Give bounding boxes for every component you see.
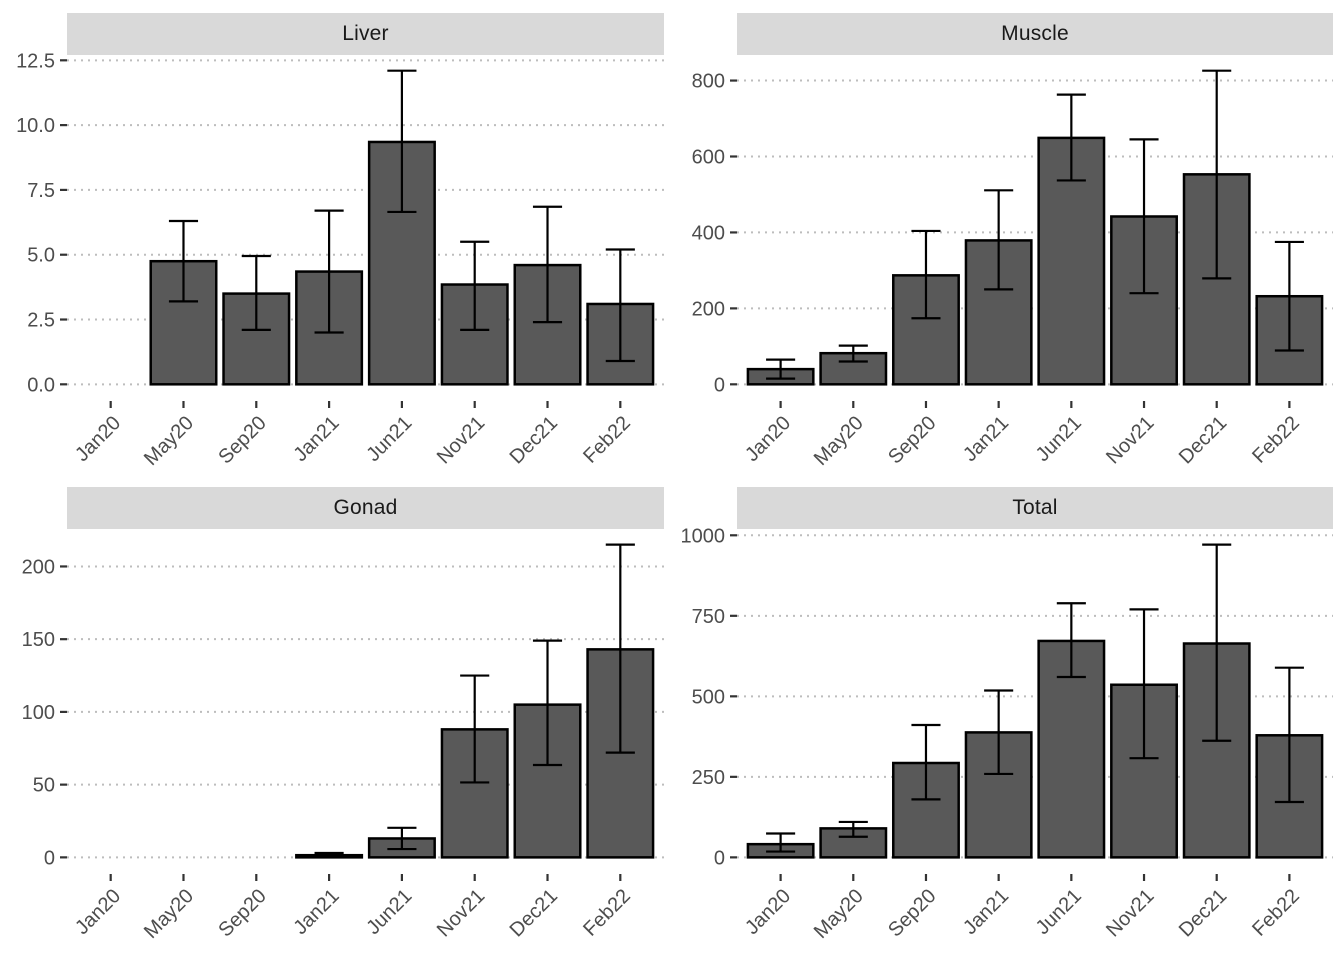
y-tick-label: 750 xyxy=(692,606,725,628)
x-tick-label: Nov21 xyxy=(1102,412,1158,468)
y-tick-label: 0 xyxy=(714,374,725,396)
x-tick-label: Jun21 xyxy=(1032,885,1086,939)
x-tick-label: Jan21 xyxy=(959,885,1013,939)
facet-title-gonad: Gonad xyxy=(333,496,398,519)
x-tick-label: May20 xyxy=(140,885,198,943)
x-tick-label: Dec21 xyxy=(1175,412,1231,468)
x-tick-label: Feb22 xyxy=(1248,412,1304,468)
x-tick-label: Jan21 xyxy=(959,412,1013,466)
y-tick-label: 250 xyxy=(692,767,725,789)
y-tick-label: 150 xyxy=(22,629,55,651)
x-tick-label: Jan20 xyxy=(71,412,125,466)
x-tick-label: Feb22 xyxy=(579,412,635,468)
x-tick-label: Sep20 xyxy=(214,885,270,941)
y-tick-label: 500 xyxy=(692,686,725,708)
x-tick-label: Jun21 xyxy=(362,412,416,466)
x-tick-label: Nov21 xyxy=(433,412,489,468)
x-tick-label: Nov21 xyxy=(1102,885,1158,941)
x-tick-label: Jun21 xyxy=(362,885,416,939)
x-tick-label: Feb22 xyxy=(579,885,635,941)
x-tick-label: Nov21 xyxy=(433,885,489,941)
facet-strip-muscle: Muscle xyxy=(737,13,1333,55)
x-tick-label: Jun21 xyxy=(1032,412,1086,466)
facet-title-muscle: Muscle xyxy=(1001,22,1069,45)
y-tick-label: 7.5 xyxy=(27,180,55,202)
y-tick-label: 50 xyxy=(33,775,55,797)
x-tick-label: Jan20 xyxy=(71,885,125,939)
y-tick-label: 200 xyxy=(22,556,55,578)
y-tick-label: 0.0 xyxy=(27,374,55,396)
facet-title-liver: Liver xyxy=(342,22,389,45)
x-tick-label: Feb22 xyxy=(1248,885,1304,941)
y-tick-label: 5.0 xyxy=(27,245,55,267)
x-tick-label: Jan21 xyxy=(290,885,344,939)
x-tick-label: Dec21 xyxy=(1175,885,1231,941)
y-tick-label: 10.0 xyxy=(16,115,55,137)
y-tick-label: 200 xyxy=(692,298,725,320)
x-tick-label: Sep20 xyxy=(884,412,940,468)
x-tick-label: Sep20 xyxy=(214,412,270,468)
y-tick-label: 100 xyxy=(22,702,55,724)
x-tick-label: May20 xyxy=(810,412,868,470)
y-tick-label: 12.5 xyxy=(16,50,55,72)
y-tick-label: 0 xyxy=(44,847,55,869)
x-tick-label: Sep20 xyxy=(884,885,940,941)
facet-strip-total: Total xyxy=(737,487,1333,529)
x-tick-label: May20 xyxy=(140,412,198,470)
x-tick-label: May20 xyxy=(810,885,868,943)
y-tick-label: 0 xyxy=(714,847,725,869)
y-tick-label: 2.5 xyxy=(27,310,55,332)
y-tick-label: 600 xyxy=(692,146,725,168)
y-tick-label: 800 xyxy=(692,71,725,93)
x-tick-label: Dec21 xyxy=(506,412,562,468)
x-tick-label: Jan20 xyxy=(741,885,795,939)
x-tick-label: Dec21 xyxy=(506,885,562,941)
bar xyxy=(1182,642,1251,859)
x-tick-label: Jan21 xyxy=(290,412,344,466)
y-tick-label: 1000 xyxy=(681,525,726,547)
facet-strip-liver: Liver xyxy=(67,13,664,55)
x-tick-label: Jan20 xyxy=(741,412,795,466)
facet-strip-gonad: Gonad xyxy=(67,487,664,529)
y-tick-label: 400 xyxy=(692,222,725,244)
facet-title-total: Total xyxy=(1012,496,1058,519)
